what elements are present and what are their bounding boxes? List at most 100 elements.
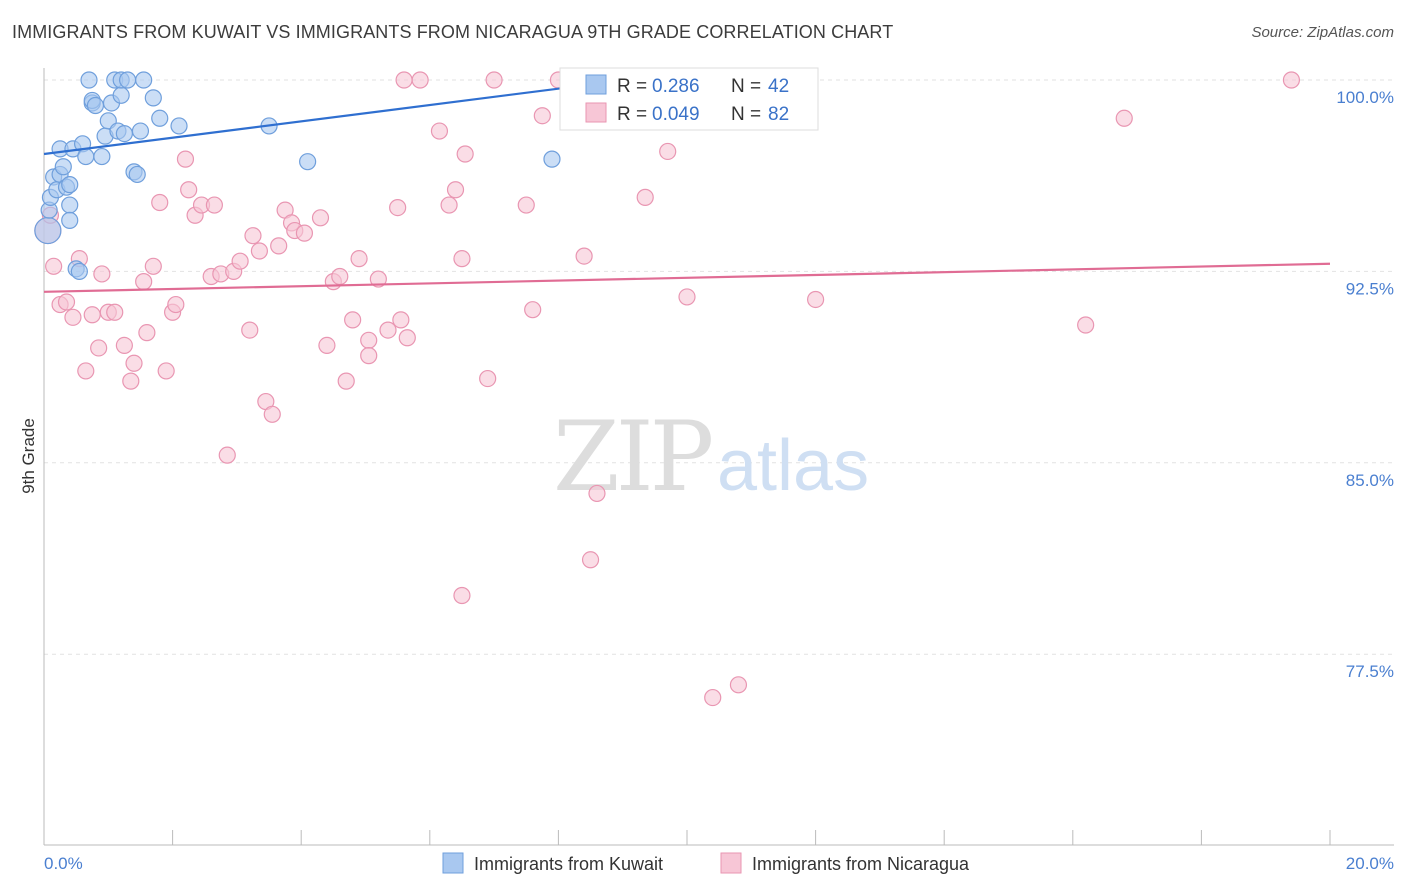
nicaragua-point-18 (144, 257, 162, 275)
y-tick-label-3: 77.5% (1346, 662, 1394, 681)
nicaragua-point-15 (125, 354, 143, 372)
bottom-legend-swatch-nicaragua (720, 852, 742, 874)
nicaragua-point-79 (806, 290, 825, 309)
nicaragua-point-50 (360, 331, 378, 349)
nicaragua-point-19 (151, 193, 169, 212)
watermark: ZIP atlas (553, 401, 869, 513)
kuwait-point-21 (93, 147, 111, 166)
nicaragua-point-69 (533, 107, 551, 125)
nicaragua-point-30 (218, 446, 236, 464)
nicaragua-point-46 (331, 267, 349, 286)
kuwait-point-37 (170, 117, 188, 135)
nicaragua-point-73 (588, 484, 606, 503)
nicaragua-point-17 (138, 324, 156, 342)
kuwait-point-0 (34, 216, 62, 245)
y-tick-label-0: 100.0% (1336, 88, 1394, 107)
y-tick-labels: 100.0% 92.5% 85.0% 77.5% (1336, 88, 1394, 681)
y-tick-label-2: 85.0% (1346, 471, 1394, 490)
legend-nicaragua-r-value: 0.049 (652, 104, 700, 125)
nicaragua-point-71 (575, 247, 593, 265)
legend-kuwait-n-label: N = (731, 76, 766, 97)
nicaragua-point-10 (93, 265, 111, 283)
nicaragua-point-5 (64, 308, 82, 326)
nicaragua-point-72 (581, 551, 600, 569)
nicaragua-point-52 (369, 270, 387, 288)
nicaragua-point-23 (176, 150, 195, 168)
nicaragua-point-22 (167, 295, 185, 314)
nicaragua-point-48 (344, 311, 362, 329)
kuwait-point-39 (299, 153, 317, 171)
nicaragua-point-54 (389, 199, 407, 217)
chart-title: IMMIGRANTS FROM KUWAIT VS IMMIGRANTS FRO… (12, 22, 894, 42)
legend-kuwait-r-label: R = (617, 76, 652, 97)
legend-nicaragua-n-label: N = (731, 104, 766, 125)
nicaragua-point-20 (157, 362, 175, 380)
nicaragua-point-8 (83, 306, 101, 324)
kuwait-point-33 (131, 122, 150, 140)
nicaragua-trend-line (43, 262, 1331, 293)
nicaragua-point-65 (479, 369, 497, 388)
y-tick-label-1: 92.5% (1346, 279, 1394, 298)
nicaragua-point-24 (180, 181, 198, 199)
kuwait-point-32 (128, 165, 146, 184)
nicaragua-point-16 (135, 273, 153, 291)
legend-nicaragua-r-label: R = (617, 104, 652, 125)
nicaragua-point-77 (704, 688, 722, 707)
series-nicaragua-points (34, 71, 1301, 707)
legend-swatch-nicaragua (585, 102, 607, 123)
nicaragua-point-66 (485, 71, 503, 89)
nicaragua-point-38 (270, 237, 288, 255)
nicaragua-point-37 (263, 405, 281, 423)
nicaragua-point-82 (1282, 71, 1301, 89)
nicaragua-point-34 (244, 227, 262, 245)
nicaragua-point-4 (57, 293, 76, 311)
y-axis-label: 9th Grade (19, 418, 38, 494)
nicaragua-point-67 (517, 196, 535, 214)
bottom-legend-kuwait: Immigrants from Kuwait (474, 854, 663, 874)
legend-kuwait-n-value: 42 (768, 76, 789, 97)
kuwait-point-27 (112, 86, 130, 104)
kuwait-point-34 (135, 71, 153, 89)
nicaragua-point-32 (231, 252, 249, 270)
legend-box: R = 0.286 N = 42 R = 0.049 N = 82 (559, 67, 819, 131)
nicaragua-point-42 (295, 224, 314, 242)
legend-kuwait-r-value: 0.286 (652, 76, 700, 97)
gridlines (44, 79, 1394, 655)
nicaragua-point-43 (311, 209, 330, 227)
nicaragua-point-47 (337, 372, 355, 390)
kuwait-point-35 (144, 89, 162, 107)
nicaragua-point-33 (241, 321, 259, 339)
nicaragua-point-7 (77, 362, 95, 380)
kuwait-point-9 (61, 176, 79, 194)
nicaragua-point-9 (90, 339, 108, 357)
nicaragua-point-44 (318, 336, 336, 355)
legend-nicaragua-n-value: 82 (768, 104, 789, 125)
nicaragua-point-14 (122, 372, 140, 390)
nicaragua-point-61 (446, 181, 465, 199)
kuwait-point-20 (86, 96, 105, 115)
nicaragua-point-57 (395, 71, 413, 89)
nicaragua-point-58 (411, 71, 429, 89)
nicaragua-point-51 (360, 347, 378, 365)
nicaragua-point-53 (379, 321, 397, 339)
nicaragua-point-49 (350, 250, 368, 268)
nicaragua-point-78 (729, 676, 748, 694)
nicaragua-point-12 (106, 303, 124, 321)
x-tick-label-max: 20.0% (1346, 854, 1394, 873)
x-ticks (43, 830, 1331, 845)
nicaragua-point-60 (440, 196, 458, 214)
nicaragua-point-56 (398, 329, 416, 347)
kuwait-point-7 (54, 158, 72, 176)
nicaragua-point-63 (453, 586, 471, 605)
nicaragua-point-59 (430, 122, 449, 140)
kuwait-point-40 (543, 150, 561, 168)
kuwait-point-10 (61, 196, 79, 214)
nicaragua-point-2 (45, 257, 63, 275)
nicaragua-point-55 (392, 311, 410, 329)
x-tick-label-min: 0.0% (44, 854, 83, 873)
source-label: Source: ZipAtlas.com (1251, 24, 1394, 41)
kuwait-point-14 (70, 262, 88, 280)
kuwait-point-30 (118, 71, 137, 89)
nicaragua-point-35 (250, 242, 269, 260)
